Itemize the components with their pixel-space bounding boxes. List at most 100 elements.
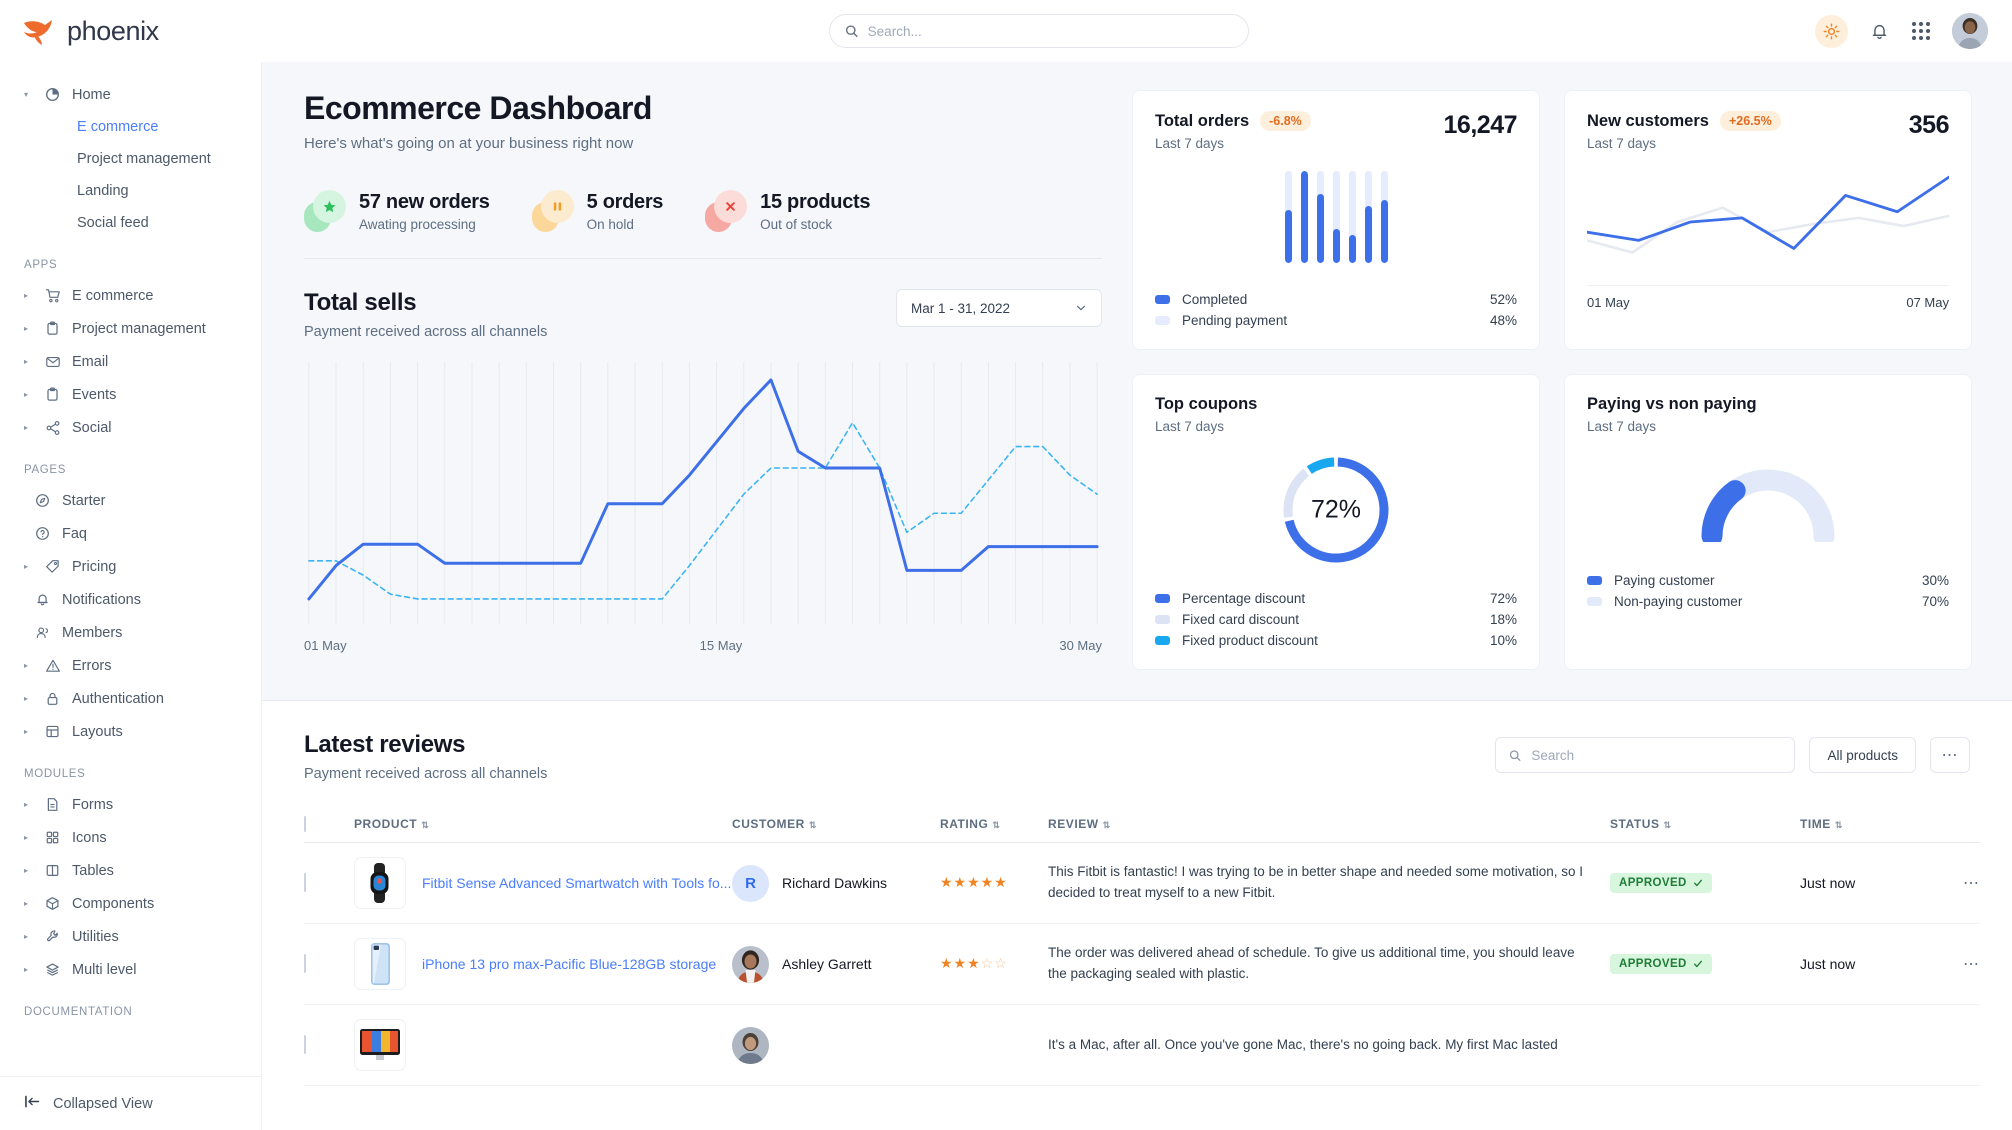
sidebar-item-multi-level[interactable]: ▸ Multi level <box>0 953 261 986</box>
sidebar-item-tables[interactable]: ▸ Tables <box>0 854 261 887</box>
sidebar-item-events[interactable]: ▸ Events <box>0 378 261 411</box>
column-time[interactable]: TIME ⇅ <box>1800 806 1920 843</box>
chevron-right-icon: ▸ <box>24 865 29 875</box>
sidebar-item-utilities[interactable]: ▸ Utilities <box>0 920 261 953</box>
status-badge: +26.5% <box>1719 111 1781 131</box>
chevron-right-icon: ▸ <box>24 832 29 842</box>
notifications-button[interactable] <box>1868 20 1890 42</box>
reviews-more-button[interactable]: ⋯ <box>1930 737 1970 773</box>
search-input[interactable] <box>867 23 1233 39</box>
table-row[interactable]: iPhone 13 pro max-Pacific Blue-128GB sto… <box>304 923 1980 1005</box>
page-subtitle: Here's what's going on at your business … <box>304 135 634 152</box>
sort-icon: ⇅ <box>992 820 1001 830</box>
sidebar-item-e-commerce[interactable]: ▸ E commerce <box>0 279 261 312</box>
apps-grid-button[interactable] <box>1910 20 1932 42</box>
sidebar-item-icons[interactable]: ▸ Icons <box>0 821 261 854</box>
sidebar-item-notifications[interactable]: Notifications <box>0 583 261 616</box>
stat-value: 57 new orders <box>359 190 490 213</box>
sidebar-item-label: Icons <box>72 829 107 846</box>
sidebar-item-email[interactable]: ▸ Email <box>0 345 261 378</box>
sidebar-subitem-project-management[interactable]: Project management <box>0 143 261 175</box>
sidebar-subitem-ecommerce[interactable]: E commerce <box>0 111 261 143</box>
sidebar-item-pricing[interactable]: ▸ Pricing <box>0 550 261 583</box>
reviews-title: Latest reviews <box>304 731 466 758</box>
x-tick: 07 May <box>1906 295 1949 310</box>
legend-item: Completed 52% <box>1155 289 1517 310</box>
legend-swatch <box>1155 295 1170 304</box>
reviews-search[interactable] <box>1495 737 1796 773</box>
reviews-search-input[interactable] <box>1531 747 1782 763</box>
sidebar-heading-documentation: DOCUMENTATION <box>24 1006 133 1018</box>
search-icon <box>1510 749 1521 761</box>
stat-new-orders[interactable]: 57 new orders Awating processing <box>304 190 490 232</box>
product-link[interactable]: Fitbit Sense Advanced Smartwatch with To… <box>422 875 732 891</box>
chevron-right-icon: ▸ <box>24 799 29 809</box>
column-review[interactable]: REVIEW ⇅ <box>1048 806 1610 843</box>
row-menu-button[interactable]: ⋯ <box>1920 923 1980 1005</box>
chevron-right-icon: ▸ <box>24 356 29 366</box>
rating-stars: ★★★★★ <box>940 874 1008 890</box>
sidebar-item-components[interactable]: ▸ Components <box>0 887 261 920</box>
chevron-right-icon: ▸ <box>24 726 29 736</box>
row-menu-button[interactable]: ⋯ <box>1920 842 1980 924</box>
column-status[interactable]: STATUS ⇅ <box>1610 806 1800 843</box>
table-row[interactable]: Fitbit Sense Advanced Smartwatch with To… <box>304 842 1980 924</box>
stat-on-hold[interactable]: 5 orders On hold <box>531 190 663 232</box>
legend-value: 48% <box>1489 313 1517 328</box>
column-customer[interactable]: CUSTOMER ⇅ <box>732 806 940 843</box>
global-search[interactable] <box>828 14 1249 48</box>
product-link[interactable]: iPhone 13 pro max-Pacific Blue-128GB sto… <box>422 956 717 972</box>
card-title-text: Total orders <box>1155 111 1250 130</box>
table-row[interactable]: It's a Mac, after all. Once you've gone … <box>304 1004 1980 1086</box>
date-range-select[interactable]: Mar 1 - 31, 2022 <box>896 289 1102 327</box>
sidebar-item-authentication[interactable]: ▸ Authentication <box>0 682 261 715</box>
stat-out-of-stock[interactable]: 15 products Out of stock <box>705 190 871 232</box>
legend-value: 70% <box>1921 594 1949 609</box>
bar <box>1284 171 1292 263</box>
collapsed-view-button[interactable]: Collapsed View <box>0 1076 261 1130</box>
row-checkbox[interactable] <box>304 954 306 973</box>
all-products-button[interactable]: All products <box>1809 737 1916 773</box>
sidebar-item-errors[interactable]: ▸ Errors <box>0 649 261 682</box>
latest-reviews-section: Latest reviews Payment received across a… <box>262 700 2012 1130</box>
warning-triangle-icon <box>43 658 62 674</box>
coupons-legend: Percentage discount 72% Fixed card disco… <box>1155 588 1517 651</box>
legend-label: Pending payment <box>1182 313 1288 328</box>
reviews-subtitle: Payment received across all channels <box>304 766 548 782</box>
sidebar-item-forms[interactable]: ▸ Forms <box>0 788 261 821</box>
row-menu-button[interactable] <box>1920 1004 1980 1086</box>
column-rating[interactable]: RATING ⇅ <box>940 806 1048 843</box>
sidebar-item-project-management[interactable]: ▸ Project management <box>0 312 261 345</box>
sidebar-item-members[interactable]: Members <box>0 616 261 649</box>
sidebar-item-label: Social <box>72 419 112 436</box>
date-range-value: Mar 1 - 31, 2022 <box>911 300 1011 316</box>
series-last-week <box>1585 206 1951 254</box>
document-icon <box>43 797 62 812</box>
total-sells-header: Total sells Payment received across all … <box>304 289 1102 340</box>
sidebar-subitem-social-feed[interactable]: Social feed <box>0 207 261 239</box>
sort-icon: ⇅ <box>1102 820 1111 830</box>
chevron-right-icon: ▸ <box>24 389 29 399</box>
legend-item: Fixed card discount 18% <box>1155 609 1517 630</box>
stat-caption: On hold <box>586 216 634 232</box>
sidebar-item-social[interactable]: ▸ Social <box>0 411 261 444</box>
brand[interactable]: phoenix <box>0 16 262 47</box>
gauge-plot <box>1701 469 1835 542</box>
legend-value: 52% <box>1489 292 1517 307</box>
sidebar-item-home[interactable]: ▾ Home <box>0 78 261 111</box>
stat-caption: Out of stock <box>760 216 833 232</box>
sidebar-item-starter[interactable]: Starter <box>0 484 261 517</box>
sidebar-subitem-label: Project management <box>77 151 211 167</box>
theme-toggle-button[interactable] <box>1815 14 1848 48</box>
sidebar-item-layouts[interactable]: ▸ Layouts <box>0 715 261 748</box>
row-checkbox[interactable] <box>304 1035 306 1054</box>
sidebar-item-faq[interactable]: Faq <box>0 517 261 550</box>
select-all-checkbox[interactable] <box>304 816 306 832</box>
row-checkbox[interactable] <box>304 873 306 892</box>
sidebar-subitem-landing[interactable]: Landing <box>0 175 261 207</box>
collapse-left-icon <box>24 1094 41 1113</box>
user-avatar[interactable] <box>1952 13 1988 49</box>
total-sells-plot <box>307 362 1099 624</box>
x-tick: 01 May <box>304 638 347 653</box>
column-product[interactable]: PRODUCT ⇅ <box>354 806 732 843</box>
